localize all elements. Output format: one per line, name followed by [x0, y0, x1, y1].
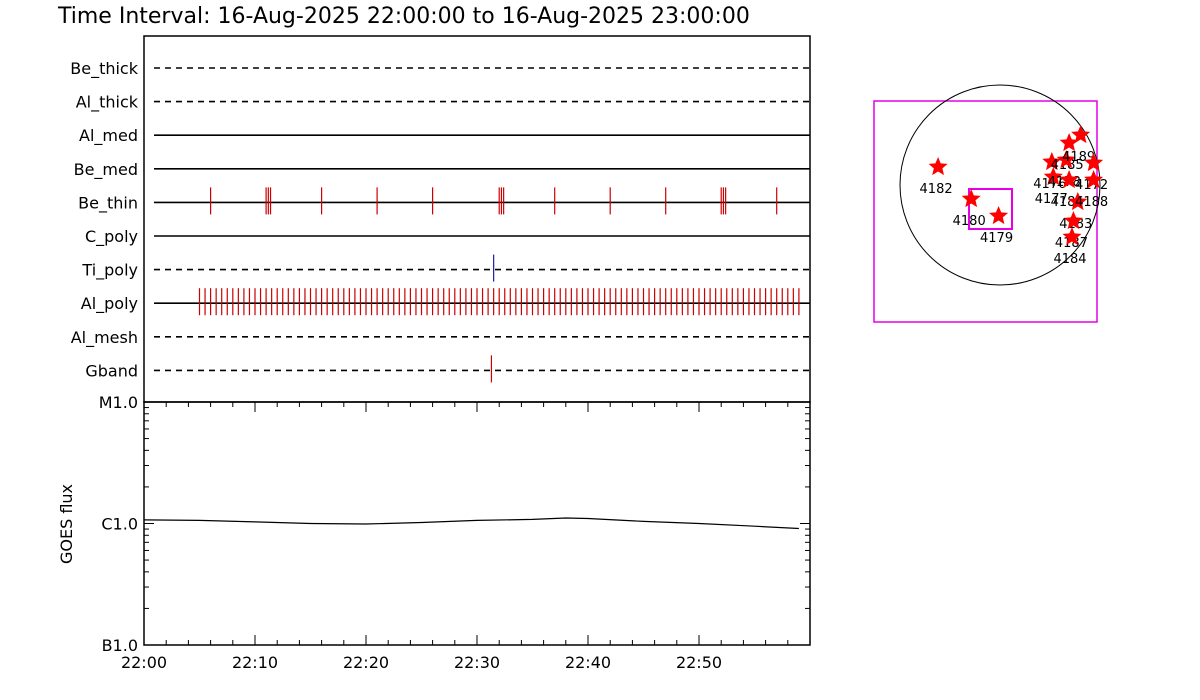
- region-label-4188: 4188: [1075, 195, 1108, 210]
- row-label-be-thin: Be_thin: [78, 193, 138, 213]
- filter-timeline-panel: Be_thick Al_thick Al_med Be_med Be_thin C_pol…: [70, 35, 811, 403]
- region-star-4179: [989, 206, 1009, 225]
- timeline-frame: [143, 35, 811, 403]
- region-star-4183: [1068, 192, 1088, 211]
- goes-y-axis-label: GOES flux: [57, 484, 76, 564]
- region-star-4185: [1059, 133, 1079, 152]
- x-tick-label: 22:50: [676, 653, 722, 672]
- region-star-4178: [1056, 150, 1076, 169]
- region-star-4189: [1071, 125, 1091, 144]
- chart-title: Time Interval: 16-Aug-2025 22:00:00 to 1…: [57, 4, 750, 29]
- row-label-be-thick: Be_thick: [70, 59, 138, 79]
- y-tick-label: B1.0: [102, 636, 138, 655]
- x-tick-label: 22:40: [565, 653, 611, 672]
- region-star-4184: [1062, 227, 1082, 246]
- row-label-al-mesh: Al_mesh: [71, 328, 138, 348]
- row-label-al-poly: Al_poly: [81, 294, 138, 314]
- row-label-gband: Gband: [85, 361, 138, 380]
- goes-flux-line: [143, 517, 799, 530]
- row-label-c-poly: C_poly: [85, 227, 138, 247]
- region-star-4188: [1084, 170, 1104, 189]
- region-label-4185: 4185: [1051, 158, 1084, 173]
- row-label-al-thick: Al_thick: [76, 93, 139, 113]
- x-tick-label: 22:30: [454, 653, 500, 672]
- region-label-4184: 4184: [1053, 252, 1086, 267]
- y-tick-label: M1.0: [99, 393, 138, 412]
- region-label-4182: 4182: [920, 182, 953, 197]
- region-star-4177: [1043, 167, 1063, 186]
- solar-disk: [899, 84, 1101, 286]
- y-tick-label: C1.0: [101, 515, 138, 534]
- goes-panel: GOES flux B1.0 C1.0 M1.0 22:00 22:10 22:20 22:…: [57, 393, 811, 672]
- x-tick-label: 22:00: [121, 653, 167, 672]
- x-tick-label: 22:10: [232, 653, 278, 672]
- region-star-4187: [1063, 211, 1083, 230]
- row-label-be-med: Be_med: [74, 160, 138, 180]
- region-label-4187: 4187: [1055, 236, 1088, 251]
- map-frame: [873, 100, 1098, 323]
- region-star-4180: [961, 189, 981, 208]
- region-star-4182: [928, 157, 948, 176]
- region-label-4180: 4180: [953, 214, 986, 229]
- region-label-4179: 4179: [980, 231, 1013, 246]
- region-star-4186: [1059, 170, 1079, 189]
- region-star-4172: [1084, 153, 1104, 172]
- field-of-view-box: [968, 188, 1013, 230]
- x-tick-label: 22:20: [343, 653, 389, 672]
- region-label-4177: 4177: [1035, 192, 1068, 207]
- region-star-4176: [1042, 152, 1062, 171]
- region-map-panel: 4182418041794176417741854178418641894172…: [873, 84, 1108, 323]
- row-label-al-med: Al_med: [79, 126, 138, 146]
- row-label-ti-poly: Ti_poly: [81, 261, 138, 281]
